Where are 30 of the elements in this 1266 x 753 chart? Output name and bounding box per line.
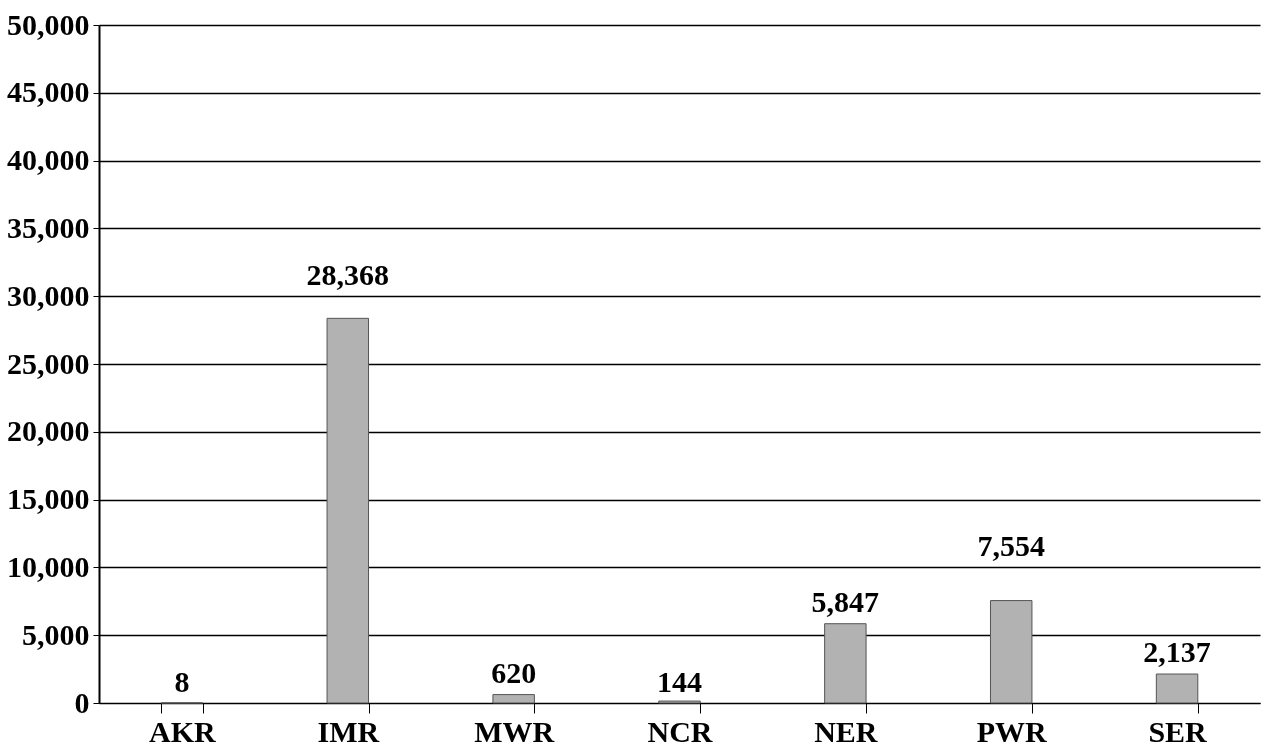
x-tick-label: AKR	[149, 714, 217, 748]
bar	[1155, 673, 1199, 704]
data-label: 7,554	[977, 529, 1045, 563]
x-tick-label: NER	[814, 714, 878, 748]
data-label: 2,137	[1143, 635, 1211, 669]
y-tick-label: 20,000	[7, 414, 90, 448]
y-tick-label: 25,000	[7, 346, 90, 380]
y-tick-label: 45,000	[7, 75, 90, 109]
x-tick-label: NCR	[647, 714, 713, 748]
data-label: 28,368	[306, 258, 390, 292]
bar	[326, 317, 370, 704]
y-tick-label: 40,000	[7, 143, 90, 177]
x-tick-label: MWR	[474, 714, 555, 748]
y-tick-label: 35,000	[7, 210, 90, 244]
bar	[989, 600, 1033, 704]
y-tick-label: 5,000	[22, 617, 90, 651]
y-tick-label: 10,000	[7, 549, 90, 583]
x-tick-label: IMR	[317, 714, 380, 748]
bar	[492, 694, 535, 704]
y-tick-label: 0	[74, 685, 90, 719]
data-label: 144	[657, 665, 702, 699]
data-label: 8	[174, 665, 190, 698]
y-tick-label: 50,000	[7, 7, 90, 41]
bar	[824, 623, 867, 704]
y-tick-label: 15,000	[7, 482, 90, 516]
data-label: 5,847	[811, 584, 880, 618]
y-tick-label: 30,000	[7, 278, 90, 312]
data-label: 620	[491, 655, 537, 689]
x-tick-label: PWR	[976, 714, 1048, 748]
x-tick-label: SER	[1148, 714, 1208, 748]
